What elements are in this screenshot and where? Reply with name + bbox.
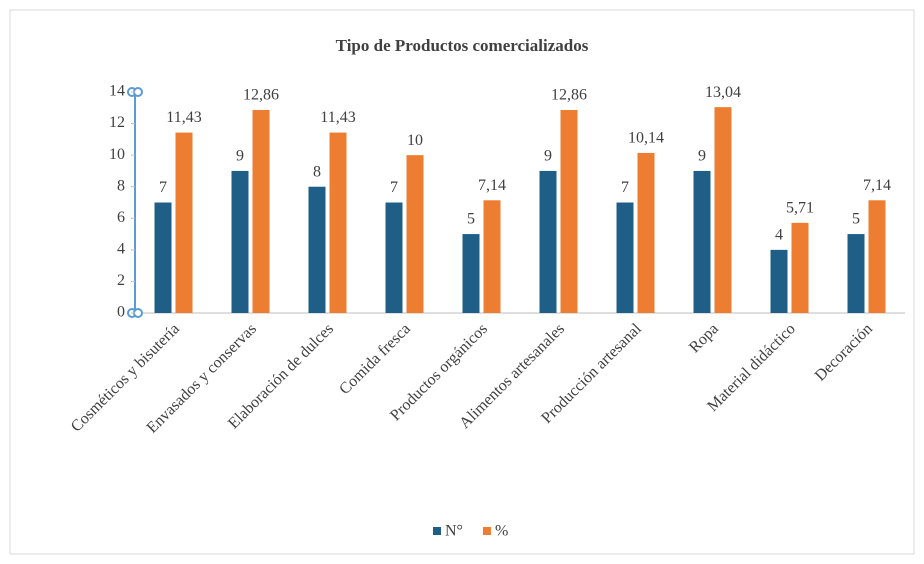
data-label: 9 (544, 148, 552, 165)
data-label: 8 (313, 163, 321, 180)
bar (693, 170, 711, 313)
data-label: 12,86 (551, 87, 587, 104)
data-label: 13,04 (705, 84, 741, 101)
data-label: 9 (236, 148, 244, 165)
legend-label: % (495, 523, 508, 540)
bar (791, 222, 809, 313)
bar (462, 234, 480, 313)
bar (175, 132, 193, 313)
selection-handle (133, 308, 143, 318)
legend-swatch (433, 527, 441, 535)
data-label: 4 (775, 227, 783, 244)
bar (385, 202, 403, 313)
bar (560, 109, 578, 313)
y-tick-label: 8 (117, 177, 125, 194)
y-tick-label: 2 (117, 272, 125, 289)
y-tick-label: 4 (117, 241, 125, 258)
chart-title: Tipo de Productos comercializados (336, 36, 589, 55)
bar (770, 249, 788, 313)
bar (231, 170, 249, 313)
bar (616, 202, 634, 313)
data-label: 10,14 (628, 130, 664, 147)
data-label: 7 (159, 179, 167, 196)
bar (847, 234, 865, 313)
data-label: 7 (621, 179, 629, 196)
bar (483, 200, 501, 313)
data-label: 11,43 (166, 109, 201, 126)
data-label: 5 (467, 211, 475, 228)
bar (308, 186, 326, 313)
data-label: 12,86 (243, 87, 279, 104)
bar (329, 132, 347, 313)
bar (868, 200, 886, 313)
bar (637, 152, 655, 313)
bar (539, 170, 557, 313)
y-tick-label: 10 (109, 146, 125, 163)
y-tick-label: 0 (117, 304, 125, 321)
data-label: 11,43 (320, 109, 355, 126)
legend-swatch (482, 527, 491, 535)
data-label: 5 (852, 211, 860, 228)
data-label: 7,14 (478, 177, 506, 194)
bar (406, 155, 424, 313)
bar (154, 202, 172, 313)
data-label: 10 (407, 132, 423, 149)
selection-handle (133, 87, 143, 97)
data-label: 5,71 (786, 200, 814, 217)
bar (714, 107, 732, 313)
data-label: 9 (698, 148, 706, 165)
legend-label: N° (445, 523, 463, 540)
bar (252, 109, 270, 313)
y-tick-label: 12 (109, 114, 125, 131)
y-tick-label: 14 (109, 83, 125, 100)
data-label: 7,14 (863, 177, 891, 194)
y-tick-label: 6 (117, 209, 125, 226)
data-label: 7 (390, 179, 398, 196)
